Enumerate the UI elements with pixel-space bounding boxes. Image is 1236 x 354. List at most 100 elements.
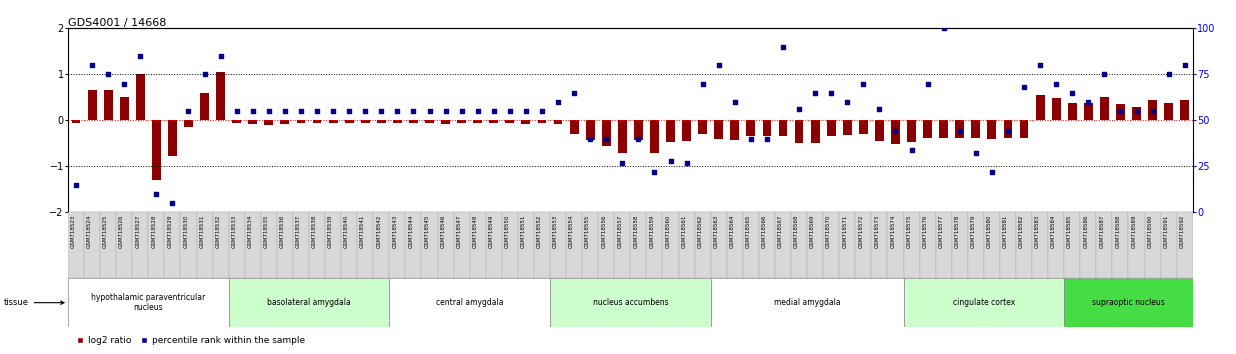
Bar	[1145, 212, 1161, 278]
Bar	[373, 212, 389, 278]
Point	[724, 99, 744, 105]
Bar	[293, 212, 309, 278]
Text: GSM718583: GSM718583	[1035, 215, 1041, 248]
Text: GSM718552: GSM718552	[536, 215, 541, 248]
Point	[885, 129, 905, 134]
Bar	[711, 278, 904, 327]
Point	[195, 72, 215, 77]
Bar	[554, 120, 562, 124]
Text: GSM718581: GSM718581	[1002, 215, 1007, 248]
Bar	[875, 120, 884, 141]
Bar	[952, 212, 968, 278]
Text: GSM718569: GSM718569	[810, 215, 816, 248]
Point	[838, 99, 858, 105]
Bar	[1084, 103, 1093, 120]
Bar	[522, 120, 530, 124]
Bar	[132, 212, 148, 278]
Bar	[389, 212, 405, 278]
Text: GSM718567: GSM718567	[777, 215, 784, 248]
Bar	[923, 120, 932, 138]
Point	[692, 81, 712, 86]
Bar	[1148, 100, 1157, 120]
Bar	[1116, 104, 1125, 120]
Point	[1142, 108, 1162, 114]
Bar	[823, 212, 839, 278]
Text: tissue: tissue	[4, 298, 64, 307]
Bar	[245, 212, 261, 278]
Text: GSM718574: GSM718574	[890, 215, 895, 248]
Point	[660, 158, 680, 164]
Point	[67, 182, 87, 188]
Bar	[261, 212, 277, 278]
Text: GSM718523: GSM718523	[70, 215, 77, 248]
Bar	[646, 212, 662, 278]
Bar	[116, 212, 132, 278]
Bar	[486, 212, 502, 278]
Text: GSM718527: GSM718527	[135, 215, 141, 248]
Text: GSM718557: GSM718557	[617, 215, 622, 248]
Bar	[1052, 98, 1060, 120]
Point	[949, 129, 969, 134]
Text: GSM718562: GSM718562	[697, 215, 702, 248]
Text: GSM718554: GSM718554	[569, 215, 574, 248]
Bar	[763, 120, 771, 137]
Bar	[502, 212, 518, 278]
Text: GSM718573: GSM718573	[874, 215, 879, 248]
Text: GSM718577: GSM718577	[938, 215, 944, 248]
Bar	[425, 120, 434, 123]
Text: GSM718547: GSM718547	[456, 215, 462, 248]
Bar	[955, 120, 964, 138]
Text: GSM718556: GSM718556	[601, 215, 606, 248]
Text: GSM718561: GSM718561	[681, 215, 687, 248]
Bar	[759, 212, 775, 278]
Bar	[265, 120, 273, 125]
Bar	[68, 278, 229, 327]
Bar	[679, 212, 695, 278]
Bar	[200, 93, 209, 120]
Bar	[634, 120, 643, 140]
Point	[163, 200, 183, 206]
Bar	[1096, 212, 1112, 278]
Bar	[743, 212, 759, 278]
Bar	[907, 120, 916, 142]
Text: GSM718545: GSM718545	[424, 215, 430, 248]
Point	[260, 108, 279, 114]
Bar	[855, 212, 871, 278]
Bar	[791, 212, 807, 278]
Text: GSM718588: GSM718588	[1115, 215, 1120, 248]
Text: GSM718585: GSM718585	[1067, 215, 1073, 248]
Point	[339, 108, 358, 114]
Bar	[216, 72, 225, 120]
Text: GSM718524: GSM718524	[87, 215, 93, 248]
Bar	[325, 212, 341, 278]
Text: GSM718560: GSM718560	[665, 215, 670, 248]
Point	[756, 136, 776, 142]
Bar	[180, 212, 197, 278]
Bar	[389, 278, 550, 327]
Point	[628, 136, 648, 142]
Bar	[309, 212, 325, 278]
Bar	[120, 97, 129, 120]
Bar	[582, 212, 598, 278]
Bar	[795, 120, 803, 143]
Bar	[281, 120, 289, 124]
Text: central amygdala: central amygdala	[436, 298, 503, 307]
Bar	[827, 120, 836, 137]
Point	[242, 108, 263, 114]
Bar	[807, 212, 823, 278]
Bar	[730, 120, 739, 140]
Bar	[538, 120, 546, 123]
Text: GSM718536: GSM718536	[279, 215, 284, 248]
Text: GSM718544: GSM718544	[408, 215, 413, 248]
Bar	[164, 212, 180, 278]
Text: GSM718543: GSM718543	[392, 215, 398, 248]
Point	[227, 108, 247, 114]
Bar	[1004, 120, 1012, 138]
Text: GSM718576: GSM718576	[922, 215, 927, 248]
Point	[131, 53, 151, 59]
Bar	[811, 120, 819, 143]
Bar	[630, 212, 646, 278]
Text: GSM718572: GSM718572	[858, 215, 863, 248]
Bar	[84, 212, 100, 278]
Bar	[506, 120, 514, 123]
